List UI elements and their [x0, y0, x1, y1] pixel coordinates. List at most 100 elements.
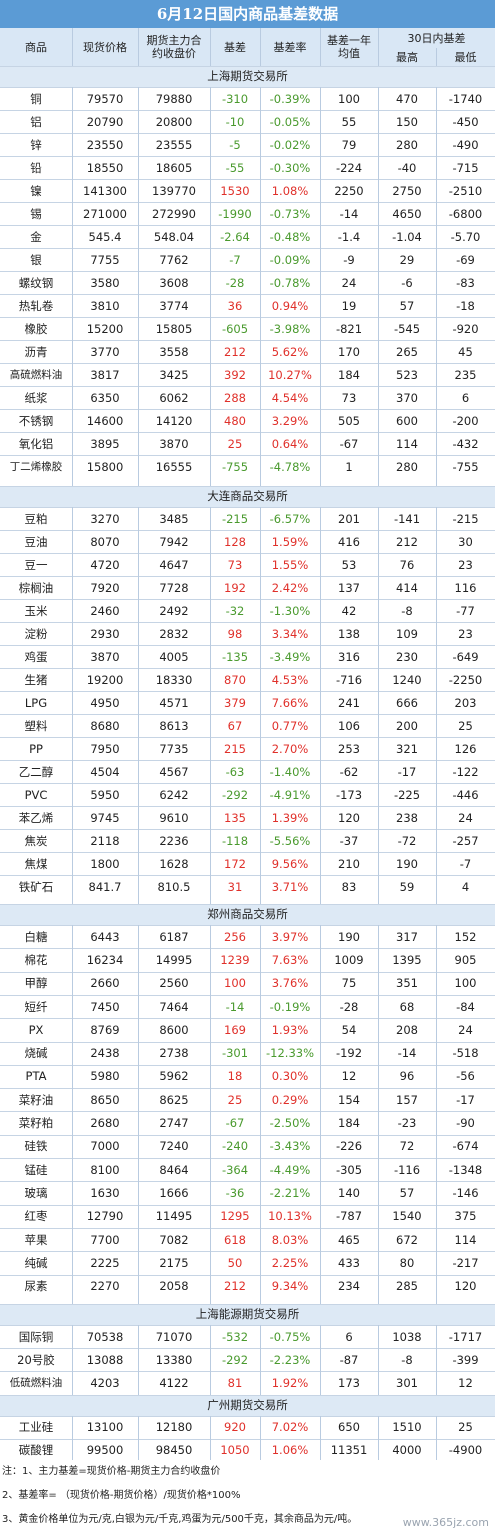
cell-futures: 1666: [159, 1185, 189, 1200]
grid-line: [260, 87, 261, 486]
cell-basis: 212: [224, 1279, 246, 1294]
table-row: 甲醇 2660 2560 100 3.76% 75 351 100: [0, 972, 495, 995]
cell-max: 265: [396, 344, 418, 359]
cell-rate: 0.29%: [271, 1092, 309, 1107]
cell-min: -1348: [448, 1162, 483, 1177]
grid-line: [320, 925, 321, 1304]
table-row: 橡胶 15200 15805 -605 -3.98% -821 -545 -920: [0, 317, 495, 340]
grid-line: [138, 925, 139, 1304]
grid-line: [0, 66, 495, 67]
cell-spot: 99500: [86, 1442, 124, 1457]
cell-min: -83: [456, 275, 475, 290]
grid-line: [0, 1158, 495, 1159]
grid-line: [0, 714, 495, 715]
cell-avg: 2250: [334, 183, 364, 198]
cell-spot: 15200: [86, 321, 124, 336]
cell-spot: 7755: [90, 252, 120, 267]
header-max: 最高: [396, 50, 418, 64]
cell-futures: 7762: [159, 252, 189, 267]
cell-max: -8: [401, 1352, 413, 1367]
grid-line: [0, 1135, 495, 1136]
cell-avg: 100: [338, 91, 360, 106]
cell-spot: 2270: [90, 1279, 120, 1294]
cell-name: 铅: [30, 160, 42, 175]
cell-basis: 25: [227, 436, 243, 451]
grid-line: [0, 110, 495, 111]
cell-min: 235: [454, 367, 477, 382]
cell-name: 螺纹钢: [18, 275, 54, 290]
cell-futures: 139770: [152, 183, 196, 198]
grid-line: [260, 1325, 261, 1395]
grid-line: [0, 1439, 495, 1440]
table-row: 菜籽油 8650 8625 25 0.29% 154 157 -17: [0, 1088, 495, 1111]
cell-rate: -0.05%: [269, 114, 311, 129]
cell-max: 150: [396, 114, 418, 129]
cell-spot: 20790: [86, 114, 124, 129]
cell-avg: -62: [339, 764, 359, 779]
cell-min: -69: [456, 252, 475, 267]
cell-basis: 36: [227, 298, 243, 313]
grid-line: [0, 806, 495, 807]
cell-futures: 20800: [155, 114, 193, 129]
cell-basis: -135: [221, 649, 249, 664]
cell-basis: 172: [224, 856, 246, 871]
cell-max: 1038: [392, 1329, 422, 1344]
cell-spot: 2930: [90, 626, 120, 641]
cell-name: 白糖: [24, 929, 48, 944]
cell-max: 600: [396, 413, 418, 428]
cell-min: -4900: [448, 1442, 483, 1457]
cell-min: -2250: [448, 672, 483, 687]
cell-max: 157: [396, 1092, 418, 1107]
cell-min: -215: [452, 511, 479, 526]
cell-futures: 23555: [155, 137, 193, 152]
grid-line: [0, 133, 495, 134]
cell-name: 镍: [30, 183, 42, 198]
cell-min: -755: [452, 459, 479, 474]
cell-rate: -1.40%: [269, 764, 311, 779]
cell-min: 905: [454, 952, 477, 967]
cell-basis: 192: [224, 580, 246, 595]
cell-avg: -14: [339, 206, 359, 221]
table-row: 低硫燃料油 4203 4122 81 1.92% 173 301 12: [0, 1371, 495, 1394]
cell-min: -5.70: [450, 229, 481, 244]
table-row: 短纤 7450 7464 -14 -0.19% -28 68 -84: [0, 995, 495, 1018]
grid-line: [436, 48, 437, 66]
cell-spot: 2680: [90, 1116, 120, 1131]
grid-line: [320, 28, 321, 66]
cell-spot: 7950: [90, 741, 120, 756]
grid-line: [0, 737, 495, 738]
section-header: 上海能源期货交易所: [0, 1304, 495, 1325]
grid-line: [0, 1228, 495, 1229]
cell-max: 57: [399, 1185, 415, 1200]
grid-line: [0, 156, 495, 157]
cell-rate: -0.78%: [269, 275, 311, 290]
cell-name: 工业硅: [18, 1420, 54, 1435]
cell-min: -217: [452, 1255, 479, 1270]
table-row: 豆一 4720 4647 73 1.55% 53 76 23: [0, 553, 495, 576]
cell-avg: -226: [335, 1139, 363, 1154]
grid-line: [0, 995, 495, 996]
grid-line: [0, 668, 495, 669]
cell-avg: -9: [343, 252, 355, 267]
cell-rate: 3.71%: [271, 879, 309, 894]
cell-futures: 8625: [159, 1092, 189, 1107]
cell-max: 1510: [392, 1420, 422, 1435]
cell-basis: -292: [221, 1352, 249, 1367]
cell-min: -146: [452, 1185, 479, 1200]
grid-line: [210, 925, 211, 1304]
grid-line: [0, 1325, 495, 1326]
cell-futures: 2236: [159, 833, 189, 848]
cell-rate: 7.63%: [271, 952, 309, 967]
cell-name: 铝: [30, 114, 42, 129]
cell-avg: 138: [338, 626, 360, 641]
table-row: 银 7755 7762 -7 -0.09% -9 29 -69: [0, 248, 495, 271]
cell-spot: 14600: [86, 413, 124, 428]
cell-rate: -0.30%: [269, 160, 311, 175]
table-row: 尿素 2270 2058 212 9.34% 234 285 120: [0, 1275, 495, 1298]
cell-name: 短纤: [24, 999, 48, 1014]
cell-name: 硅铁: [24, 1139, 48, 1154]
notes: 注：1、主力基差=现货价格-期货主力合约收盘价 2、基差率= （现货价格-期货价…: [0, 1460, 495, 1532]
cell-spot: 2225: [90, 1255, 120, 1270]
cell-basis: -14: [225, 999, 245, 1014]
